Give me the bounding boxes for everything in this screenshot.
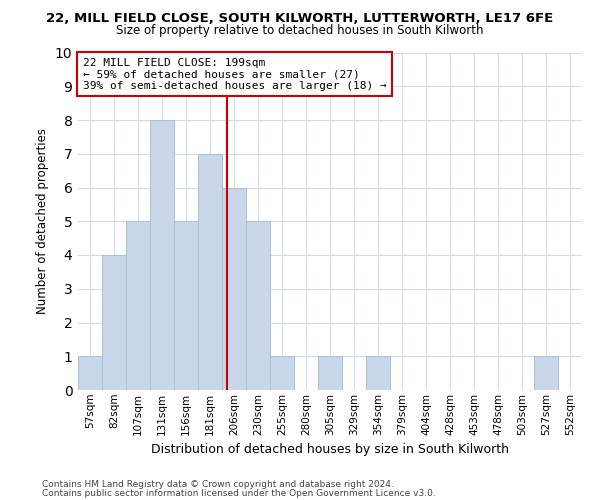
Bar: [198, 154, 222, 390]
Text: 22, MILL FIELD CLOSE, SOUTH KILWORTH, LUTTERWORTH, LE17 6FE: 22, MILL FIELD CLOSE, SOUTH KILWORTH, LU…: [46, 12, 554, 26]
Bar: [78, 356, 102, 390]
X-axis label: Distribution of detached houses by size in South Kilworth: Distribution of detached houses by size …: [151, 443, 509, 456]
Bar: [126, 221, 150, 390]
Text: 22 MILL FIELD CLOSE: 199sqm
← 59% of detached houses are smaller (27)
39% of sem: 22 MILL FIELD CLOSE: 199sqm ← 59% of det…: [83, 58, 387, 91]
Bar: [534, 356, 558, 390]
Bar: [318, 356, 342, 390]
Y-axis label: Number of detached properties: Number of detached properties: [36, 128, 49, 314]
Bar: [150, 120, 174, 390]
Bar: [270, 356, 294, 390]
Bar: [246, 221, 270, 390]
Text: Size of property relative to detached houses in South Kilworth: Size of property relative to detached ho…: [116, 24, 484, 37]
Bar: [174, 221, 198, 390]
Text: Contains HM Land Registry data © Crown copyright and database right 2024.: Contains HM Land Registry data © Crown c…: [42, 480, 394, 489]
Bar: [222, 188, 246, 390]
Bar: [366, 356, 390, 390]
Text: Contains public sector information licensed under the Open Government Licence v3: Contains public sector information licen…: [42, 488, 436, 498]
Bar: [102, 255, 126, 390]
